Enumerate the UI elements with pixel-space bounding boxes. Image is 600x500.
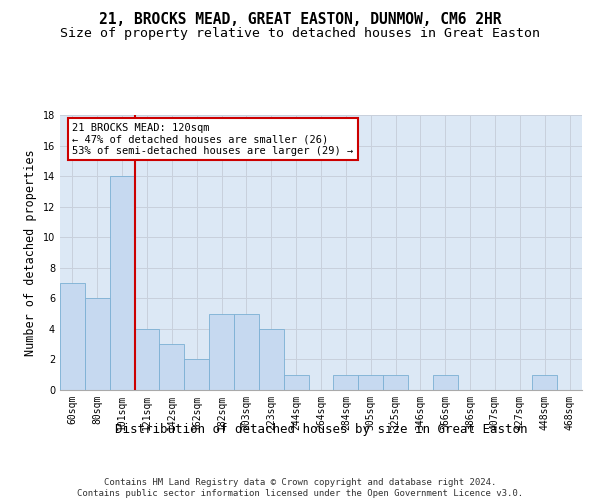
Bar xyxy=(433,374,458,390)
Y-axis label: Number of detached properties: Number of detached properties xyxy=(24,149,37,356)
Bar xyxy=(209,314,234,390)
Bar xyxy=(259,329,284,390)
Bar xyxy=(110,176,134,390)
Bar xyxy=(532,374,557,390)
Bar xyxy=(85,298,110,390)
Text: Contains HM Land Registry data © Crown copyright and database right 2024.
Contai: Contains HM Land Registry data © Crown c… xyxy=(77,478,523,498)
Bar xyxy=(358,374,383,390)
Text: 21 BROCKS MEAD: 120sqm
← 47% of detached houses are smaller (26)
53% of semi-det: 21 BROCKS MEAD: 120sqm ← 47% of detached… xyxy=(73,122,353,156)
Bar xyxy=(160,344,184,390)
Bar xyxy=(60,283,85,390)
Text: Distribution of detached houses by size in Great Easton: Distribution of detached houses by size … xyxy=(115,422,527,436)
Bar xyxy=(383,374,408,390)
Text: 21, BROCKS MEAD, GREAT EASTON, DUNMOW, CM6 2HR: 21, BROCKS MEAD, GREAT EASTON, DUNMOW, C… xyxy=(99,12,501,28)
Bar xyxy=(184,360,209,390)
Bar xyxy=(134,329,160,390)
Bar xyxy=(334,374,358,390)
Bar xyxy=(284,374,308,390)
Bar xyxy=(234,314,259,390)
Text: Size of property relative to detached houses in Great Easton: Size of property relative to detached ho… xyxy=(60,28,540,40)
